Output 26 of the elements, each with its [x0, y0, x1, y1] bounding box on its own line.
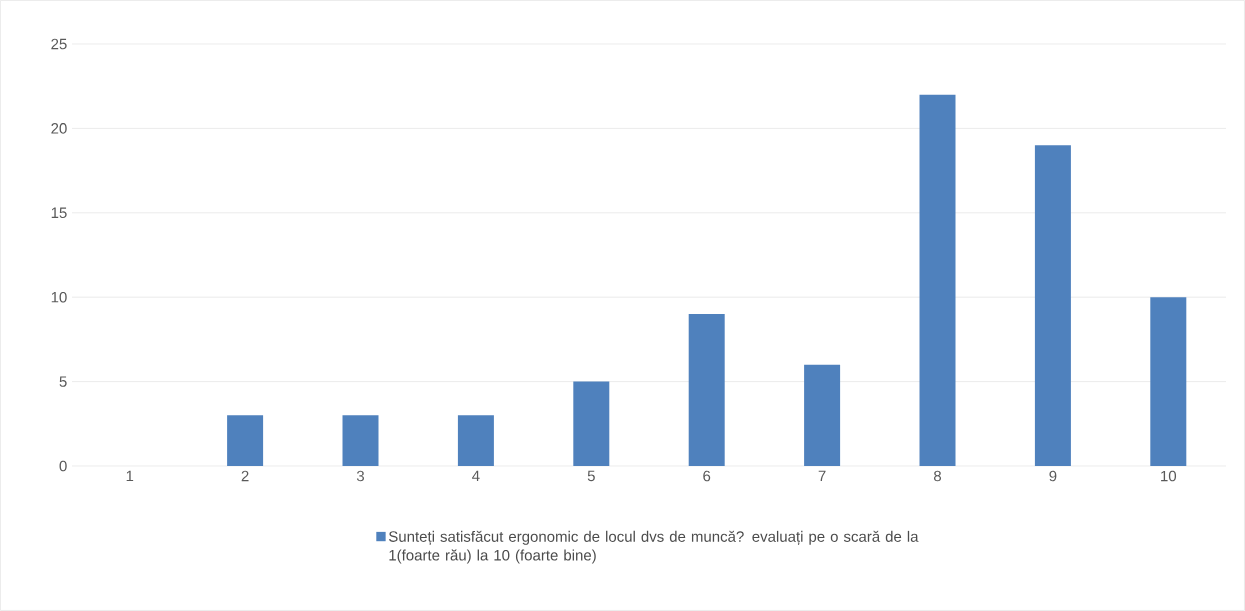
y-tick-label: 10	[51, 291, 67, 303]
y-tick-label: 15	[51, 207, 67, 219]
x-tick-label: 5	[587, 470, 595, 482]
x-tick-label: 7	[818, 470, 826, 482]
x-tick-label: 2	[241, 470, 249, 482]
y-tick-label: 20	[51, 123, 67, 134]
bar	[688, 314, 725, 466]
bar	[457, 415, 494, 466]
x-tick-label: 9	[1049, 470, 1057, 482]
y-tick-label: 0	[59, 460, 67, 472]
x-tick-label: 10	[1161, 470, 1177, 482]
x-tick-label: 6	[703, 470, 711, 482]
legend-label: Sunteți satisfăcut ergonomic de locul dvs de muncă? evaluați pe o scară de la 1(foarte rău) la 10 (foarte bine)	[389, 530, 919, 564]
x-tick-label: 3	[356, 470, 365, 482]
bar	[804, 364, 841, 466]
bar	[342, 415, 379, 466]
bar	[573, 381, 610, 466]
bar	[1034, 145, 1071, 466]
y-tick-label: 25	[51, 38, 67, 50]
bar	[1150, 297, 1187, 466]
y-tick-label: 5	[59, 376, 67, 387]
x-tick-label: 8	[933, 470, 942, 482]
bar	[227, 415, 264, 466]
x-tick-label: 1	[126, 470, 134, 482]
bar	[919, 94, 956, 466]
x-tick-label: 4	[472, 470, 480, 482]
